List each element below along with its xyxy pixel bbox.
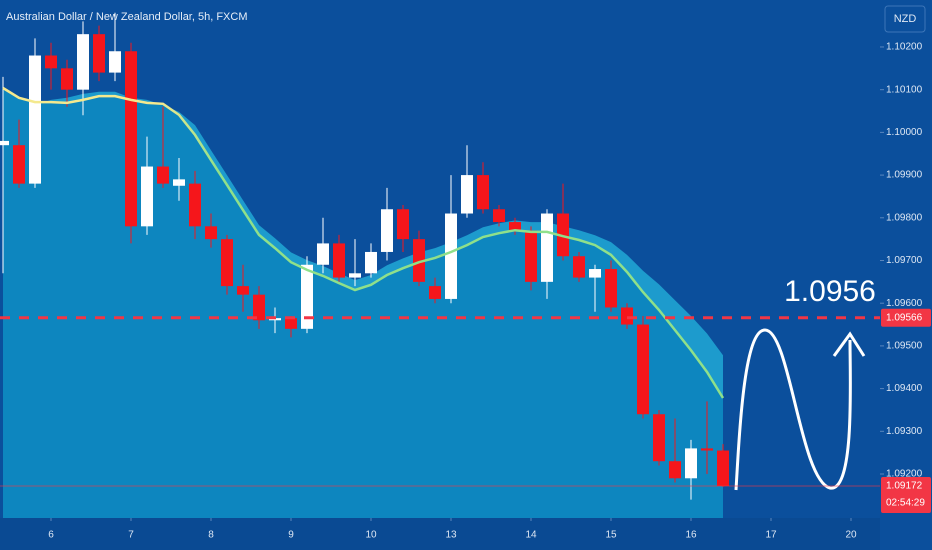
candle-body [541,213,553,282]
y-tick-label: 1.09800 [886,212,923,223]
candle-body [29,55,41,184]
price-label-box [881,476,931,513]
y-tick-label: 1.09700 [886,255,923,266]
candle-body [157,166,169,184]
candle-body [285,318,297,329]
candle-body [77,34,89,90]
candle-body [717,450,729,486]
candle-body [685,448,697,479]
chart-title: Australian Dollar / New Zealand Dollar, … [6,11,247,23]
candle-body [445,213,457,299]
candle-body [669,461,681,479]
ma-line [2,86,725,399]
candle-body [221,239,233,287]
candle-body [381,209,393,252]
candle-body [397,209,409,240]
candle-body [349,273,361,278]
y-tick-label: 1.09900 [886,170,923,181]
y-tick-label: 1.09600 [886,298,923,309]
candle-body [13,145,25,184]
candle-body [701,448,713,451]
y-tick-label: 1.09500 [886,341,923,352]
candle-body [557,213,569,257]
x-tick-label: 20 [845,530,857,541]
candle-body [237,286,249,295]
annotation: 1.0956 [784,275,876,308]
candle-body [461,175,473,214]
ma-area [3,88,723,518]
candle-body [365,251,377,274]
countdown: 02:54:29 [886,498,925,509]
arrow-head [832,331,866,357]
x-tick-label: 10 [365,530,377,541]
candle-body [45,55,57,69]
y-tick-label: 1.09200 [886,469,923,480]
y-tick-label: 1.09300 [886,426,923,437]
y-tick-label: 1.10000 [886,127,923,138]
price-label: 1.09566 [886,312,923,323]
candle-body [93,34,105,73]
candle-body [317,243,329,265]
candle-body [493,209,505,223]
x-tick-label: 15 [605,530,617,541]
plot-area [0,12,729,519]
x-axis-bar [0,518,880,550]
candle-body [173,179,185,186]
x-tick-label: 13 [445,530,457,541]
price-label: 1.09172 [886,481,923,492]
candle-body [0,140,9,146]
candle-body [109,51,121,73]
candle-body [589,269,601,278]
x-tick-label: 8 [208,530,214,541]
y-tick-label: 1.10100 [886,84,923,95]
currency-label[interactable]: NZD [894,13,917,25]
candle-body [653,414,665,462]
candle-body [429,286,441,299]
x-tick-label: 16 [685,530,697,541]
candle-body [141,166,153,227]
candle-body [637,324,649,415]
candle-body [205,226,217,240]
drawn-arrow [734,328,852,491]
candle-body [573,256,585,278]
candle-body [477,175,489,210]
candle-body [125,51,137,227]
x-tick-label: 9 [288,530,294,541]
y-tick-label: 1.10200 [886,42,923,53]
x-tick-label: 6 [48,530,54,541]
candle-body [413,239,425,282]
candle-body [621,307,633,325]
price-label-box [881,308,931,327]
candle-body [253,294,265,321]
candle-body [605,269,617,308]
candle-body [189,183,201,227]
candle-body [509,222,521,231]
candle-body [61,68,73,90]
x-tick-label: 14 [525,530,537,541]
x-tick-label: 17 [765,530,777,541]
currency-button[interactable] [884,5,926,33]
candle-body [301,264,313,329]
candle-body [333,243,345,278]
y-tick-label: 1.09400 [886,383,923,394]
x-tick-label: 7 [128,530,134,541]
candle-body [525,230,537,282]
